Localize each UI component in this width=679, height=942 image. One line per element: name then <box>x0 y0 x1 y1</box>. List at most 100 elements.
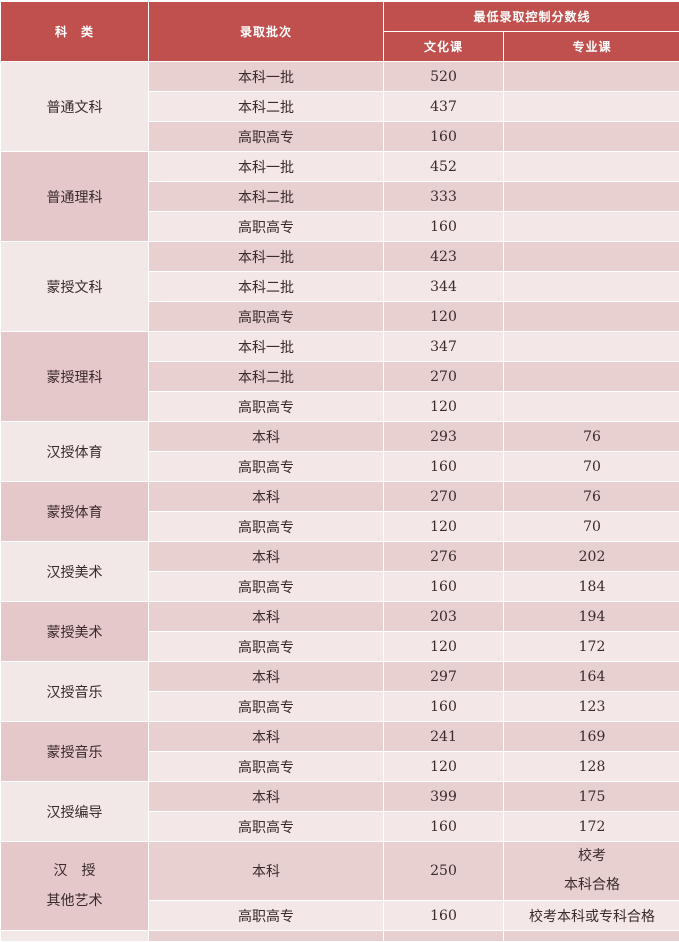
category-cell: 汉授体育 <box>1 422 148 481</box>
category-cell: 普通文科 <box>1 62 148 151</box>
major-score-cell: 校考本科或专科合格 <box>504 901 679 930</box>
table-row: 高职高专 160 123 <box>1 692 679 721</box>
batch-cell: 高职高专 <box>149 752 383 781</box>
culture-score-cell: 437 <box>384 92 503 121</box>
table-row: 高职高专 120 <box>1 392 679 421</box>
culture-score-cell: 270 <box>384 362 503 391</box>
table-row: 普通文科 本科一批 520 <box>1 62 679 151</box>
culture-score-cell: 160 <box>384 122 503 151</box>
culture-score-cell: 293 <box>384 422 503 451</box>
major-score-cell: 70 <box>504 452 679 481</box>
batch-cell: 本科二批 <box>149 272 383 301</box>
category-cell: 汉 授 其他艺术 <box>1 842 148 930</box>
table-row <box>1 931 679 941</box>
table-row: 高职高专 160 172 <box>1 812 679 841</box>
batch-cell: 本科 <box>149 782 383 811</box>
batch-cell: 高职高专 <box>149 212 383 241</box>
culture-score-cell: 160 <box>384 572 503 601</box>
culture-score-cell: 160 <box>384 692 503 721</box>
culture-score-cell: 120 <box>384 302 503 331</box>
major-score-cell: 76 <box>504 422 679 451</box>
header-min-score: 最低录取控制分数线 <box>384 2 679 31</box>
major-score-cell: 175 <box>504 782 679 811</box>
empty-cell <box>149 931 383 941</box>
empty-cell <box>384 931 503 941</box>
batch-cell: 高职高专 <box>149 122 383 151</box>
batch-cell: 本科 <box>149 422 383 451</box>
category-cell: 蒙授理科 <box>1 332 148 421</box>
table-row: 汉授音乐 本科 297 164 <box>1 662 679 721</box>
major-score-cell: 172 <box>504 632 679 661</box>
culture-score-cell: 399 <box>384 782 503 811</box>
culture-score-cell: 203 <box>384 602 503 631</box>
major-score-cell <box>504 362 679 391</box>
major-score-cell: 169 <box>504 722 679 751</box>
culture-score-cell: 120 <box>384 512 503 541</box>
major-score-cell <box>504 92 679 121</box>
major-score-cell: 76 <box>504 482 679 511</box>
major-score-cell <box>504 272 679 301</box>
batch-cell: 高职高专 <box>149 692 383 721</box>
batch-cell: 本科一批 <box>149 62 383 91</box>
header-category: 科 类 <box>1 2 148 61</box>
batch-cell: 高职高专 <box>149 302 383 331</box>
major-score-cell <box>504 302 679 331</box>
batch-cell: 本科一批 <box>149 242 383 271</box>
batch-cell: 高职高专 <box>149 632 383 661</box>
batch-cell: 本科 <box>149 842 383 900</box>
batch-cell: 本科一批 <box>149 332 383 361</box>
table-row: 汉授美术 本科 276 202 <box>1 542 679 601</box>
table-row: 高职高专 160 184 <box>1 572 679 601</box>
major-score-cell: 202 <box>504 542 679 571</box>
category-cell: 汉授音乐 <box>1 662 148 721</box>
culture-score-cell: 520 <box>384 62 503 91</box>
batch-cell: 高职高专 <box>149 901 383 930</box>
major-score-cell <box>504 122 679 151</box>
major-score-cell: 194 <box>504 602 679 631</box>
culture-score-cell: 297 <box>384 662 503 691</box>
header-major: 专业课 <box>504 32 679 61</box>
major-score-cell: 164 <box>504 662 679 691</box>
table-row: 蒙授音乐 本科 241 169 <box>1 722 679 781</box>
batch-cell: 高职高专 <box>149 392 383 421</box>
major-score-cell: 184 <box>504 572 679 601</box>
major-score-cell <box>504 212 679 241</box>
category-cell: 汉授美术 <box>1 542 148 601</box>
batch-cell: 本科二批 <box>149 182 383 211</box>
table-row: 本科二批 333 <box>1 182 679 211</box>
table-row: 高职高专 120 128 <box>1 752 679 781</box>
table-row: 本科二批 344 <box>1 272 679 301</box>
category-cell: 蒙授美术 <box>1 602 148 661</box>
major-score-cell: 123 <box>504 692 679 721</box>
batch-cell: 本科 <box>149 542 383 571</box>
table-row: 蒙授文科 本科一批 423 <box>1 242 679 331</box>
batch-cell: 本科二批 <box>149 92 383 121</box>
empty-cell <box>1 931 148 941</box>
table-row: 高职高专 160 校考本科或专科合格 <box>1 901 679 930</box>
culture-score-cell: 270 <box>384 482 503 511</box>
header-culture: 文化课 <box>384 32 503 61</box>
batch-cell: 高职高专 <box>149 512 383 541</box>
major-score-cell <box>504 182 679 211</box>
table-row: 汉 授 其他艺术 本科 250 校考 本科合格 <box>1 842 679 930</box>
culture-score-cell: 333 <box>384 182 503 211</box>
culture-score-cell: 250 <box>384 842 503 900</box>
header-batch: 录取批次 <box>149 2 383 61</box>
major-score-cell <box>504 62 679 91</box>
table-row: 本科二批 437 <box>1 92 679 121</box>
culture-score-cell: 120 <box>384 632 503 661</box>
category-cell: 蒙授音乐 <box>1 722 148 781</box>
batch-cell: 本科 <box>149 602 383 631</box>
batch-cell: 本科 <box>149 722 383 751</box>
table-row: 高职高专 160 70 <box>1 452 679 481</box>
major-score-cell: 172 <box>504 812 679 841</box>
table-row: 汉授体育 本科 293 76 <box>1 422 679 481</box>
table-row: 汉授编导 本科 399 175 <box>1 782 679 841</box>
major-score-cell <box>504 332 679 361</box>
category-cell: 蒙授体育 <box>1 482 148 541</box>
empty-cell <box>504 931 679 941</box>
culture-score-cell: 347 <box>384 332 503 361</box>
batch-cell: 高职高专 <box>149 572 383 601</box>
table-row: 高职高专 120 172 <box>1 632 679 661</box>
